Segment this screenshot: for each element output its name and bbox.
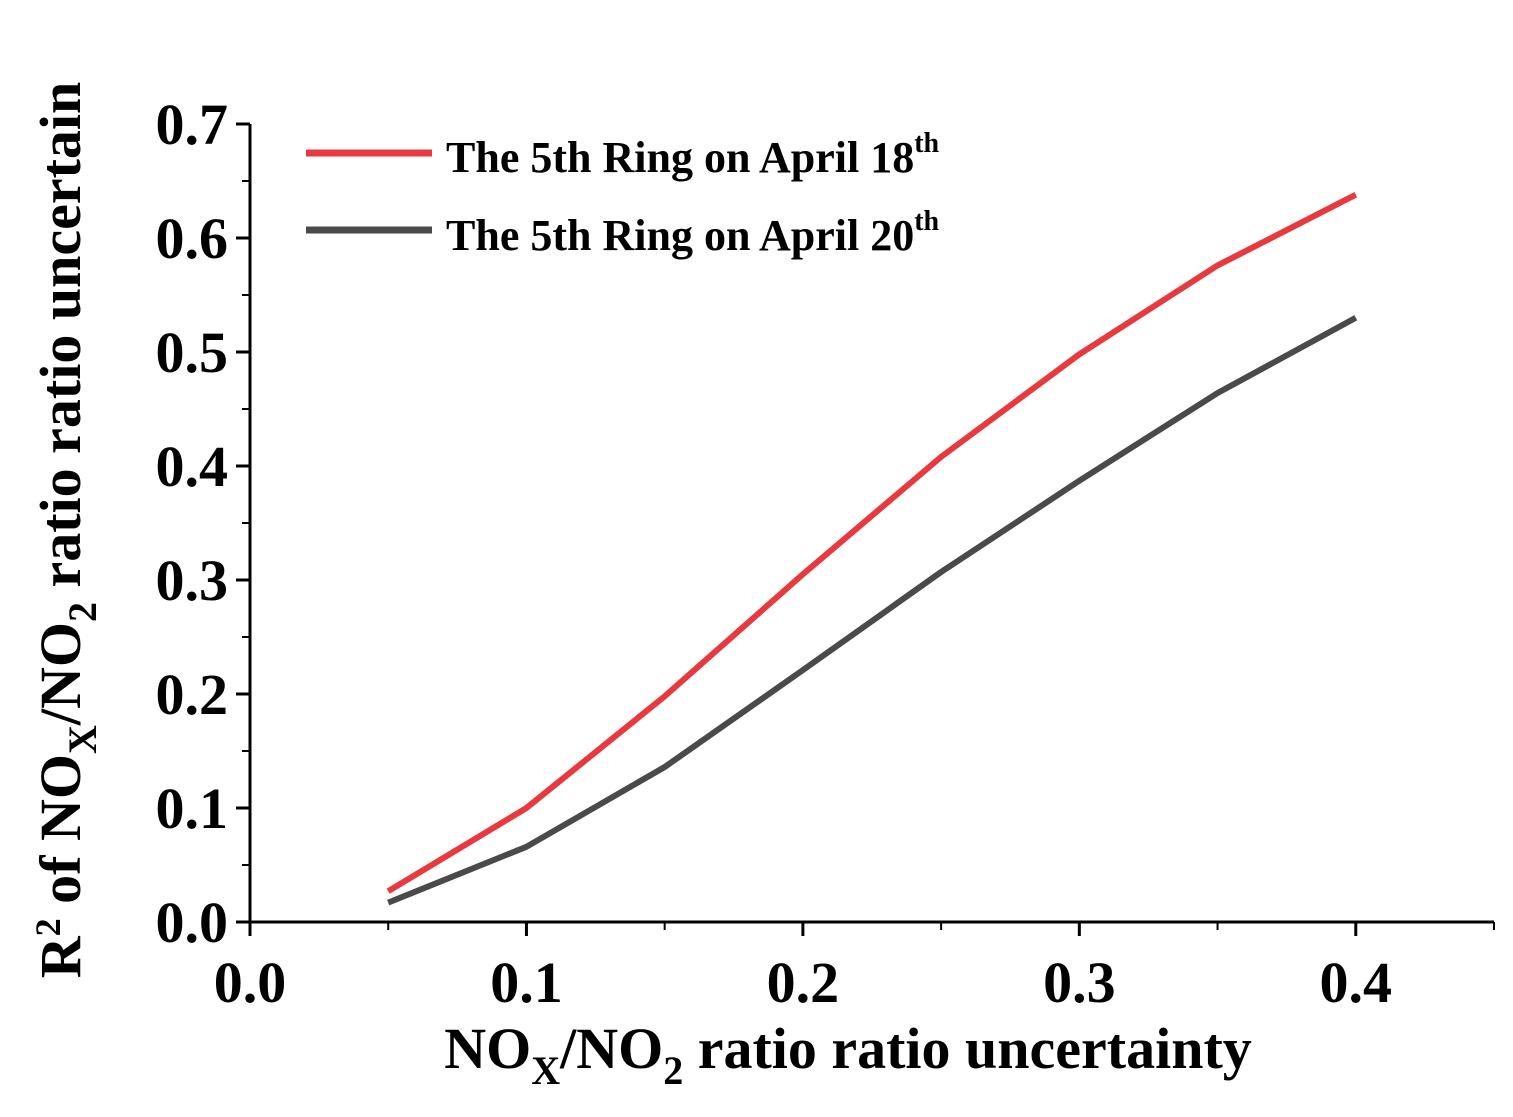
x-tick-label: 0.1 bbox=[490, 950, 563, 1015]
tick-labels: 0.0 0.1 0.2 0.3 0.4 0.5 0.6 0.7 0.0 0.1 0.2 0.3 0.4 bbox=[156, 92, 1393, 1015]
series-lines bbox=[386, 192, 1358, 906]
y-axis-title: R2 of NOX/NO2 ratio ratio uncertain bbox=[28, 82, 105, 979]
y-tick-label: 0.3 bbox=[156, 548, 229, 613]
x-tick-label: 0.4 bbox=[1320, 950, 1393, 1015]
y-tick-label: 0.0 bbox=[156, 890, 229, 955]
y-tick-label: 0.6 bbox=[156, 206, 229, 271]
y-tick-label: 0.2 bbox=[156, 662, 229, 727]
legend-label-april-20: The 5th Ring on April 20th bbox=[446, 206, 940, 260]
axis-ticks bbox=[236, 122, 1495, 936]
x-tick-label: 0.0 bbox=[214, 950, 287, 1015]
y-tick-label: 0.5 bbox=[156, 320, 229, 385]
legend: The 5th Ring on April 18th The 5th Ring … bbox=[306, 128, 940, 260]
x-axis-title: NOX/NO2 ratio ratio uncertainty bbox=[444, 1016, 1252, 1093]
x-tick-label: 0.2 bbox=[767, 950, 840, 1015]
y-tick-label: 0.7 bbox=[156, 92, 229, 157]
series-line-1 bbox=[387, 315, 1358, 906]
y-tick-label: 0.4 bbox=[156, 434, 229, 499]
x-tick-label: 0.3 bbox=[1043, 950, 1116, 1015]
y-tick-label: 0.1 bbox=[156, 776, 229, 841]
legend-label-april-18: The 5th Ring on April 18th bbox=[446, 128, 940, 182]
series-line-0 bbox=[386, 192, 1358, 894]
